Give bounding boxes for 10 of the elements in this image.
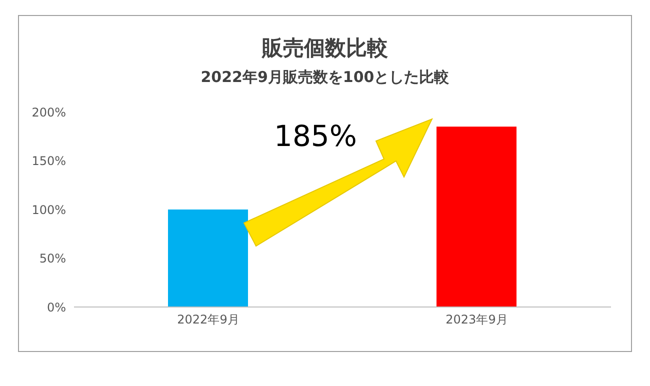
y-tick-label: 100% [32,202,66,217]
y-tick-label: 50% [39,252,66,266]
annotation: 185% [274,119,357,153]
chart-title: 販売個数比較 [260,35,389,62]
y-tick-label: 150% [32,154,66,168]
x-tick-label: 2023年9月 [446,312,508,327]
x-tick-label: 2022年9月 [177,312,240,327]
y-tick-label: 200% [32,105,66,120]
chart-subtitle: 2022年9月販売数を100とした比較 [200,68,450,87]
y-tick-label: 0% [46,300,66,314]
